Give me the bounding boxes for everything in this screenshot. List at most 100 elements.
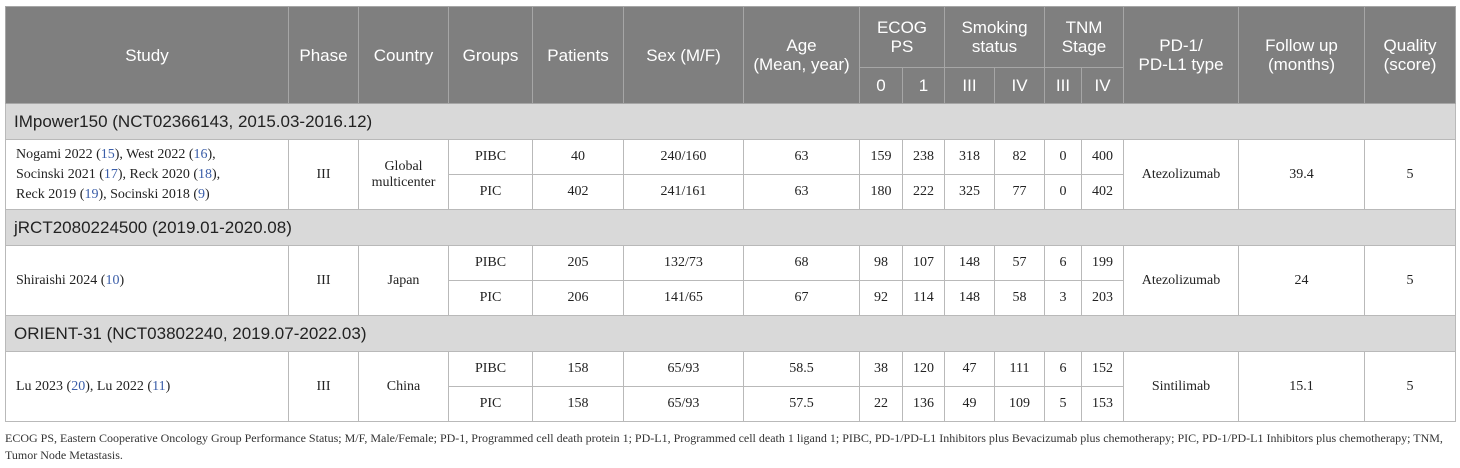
ecog-0-cell: 180	[859, 174, 903, 210]
header-study: Study	[5, 6, 289, 104]
table-header: Study Phase Country Groups Patients Sex …	[5, 6, 1457, 104]
age-cell: 68	[743, 245, 860, 281]
smoking-iii-cell: 148	[944, 245, 995, 281]
table-wrapper: Study Phase Country Groups Patients Sex …	[4, 6, 1457, 422]
patients-cell: 206	[532, 280, 624, 316]
tnm-iv-cell: 402	[1081, 174, 1125, 210]
country-cell: Global multicenter	[358, 139, 449, 210]
table-footnote: ECOG PS, Eastern Cooperative Oncology Gr…	[5, 431, 1443, 462]
trial-group-header: jRCT2080224500 (2019.01-2020.08)	[4, 209, 1457, 246]
quality-cell: 5	[1364, 351, 1457, 422]
group-cell: PIBC	[448, 245, 533, 281]
smoking-iii-cell: 148	[944, 280, 995, 316]
sex-cell: 240/160	[623, 139, 744, 175]
header-groups: Groups	[448, 6, 533, 104]
table-row: Nogami 2022 (15), West 2022 (16), Socins…	[5, 139, 1457, 210]
tnm-iii-cell: 6	[1044, 351, 1083, 387]
header-age: Age (Mean, year)	[743, 6, 860, 104]
header-country: Country	[358, 6, 449, 104]
reference-link[interactable]: 19	[84, 186, 99, 202]
age-cell: 67	[743, 280, 860, 316]
phase-cell: III	[288, 351, 359, 422]
tnm-iii-cell: 0	[1044, 174, 1083, 210]
tnm-iii-cell: 6	[1044, 245, 1083, 281]
header-ecog-0: 0	[859, 67, 903, 104]
ecog-0-cell: 159	[859, 139, 903, 175]
study-cell: Shiraishi 2024 (10)	[5, 245, 289, 316]
smoking-iv-cell: 82	[993, 139, 1046, 175]
age-cell: 57.5	[743, 386, 860, 422]
quality-cell: 5	[1364, 245, 1457, 316]
tnm-iv-cell: 199	[1081, 245, 1125, 281]
pd1-type-cell: Atezolizumab	[1123, 245, 1240, 316]
smoking-iii-cell: 47	[944, 351, 995, 387]
header-smoking-iv: IV	[993, 67, 1046, 104]
follow-up-cell: 24	[1238, 245, 1366, 316]
table-row: PIC 158 65/93 57.5 22 136 49 109 5 153	[6, 386, 1456, 422]
ecog-1-cell: 107	[902, 245, 945, 281]
header-patients: Patients	[532, 6, 624, 104]
tnm-iv-cell: 400	[1081, 139, 1125, 175]
header-ecog-1: 1	[902, 67, 945, 104]
ecog-1-cell: 120	[902, 351, 945, 387]
header-tnm: TNM Stage	[1044, 6, 1125, 68]
tnm-iii-cell: 5	[1044, 386, 1083, 422]
patients-cell: 158	[532, 351, 624, 387]
table-row: Shiraishi 2024 (10) III Japan PIBC 205 1…	[5, 245, 1457, 316]
header-smoking: Smoking status	[943, 6, 1046, 68]
patients-cell: 402	[532, 174, 624, 210]
age-cell: 58.5	[743, 351, 860, 387]
smoking-iii-cell: 325	[944, 174, 995, 210]
sex-cell: 132/73	[623, 245, 744, 281]
smoking-iv-cell: 58	[993, 280, 1046, 316]
tnm-iv-cell: 152	[1081, 351, 1125, 387]
phase-cell: III	[288, 245, 359, 316]
header-pd1-type: PD-1/PD-L1 type	[1123, 6, 1240, 104]
follow-up-cell: 39.4	[1238, 139, 1366, 210]
reference-link[interactable]: 10	[105, 272, 120, 288]
follow-up-cell: 15.1	[1238, 351, 1366, 422]
reference-link[interactable]: 16	[193, 146, 208, 162]
tnm-iii-cell: 3	[1044, 280, 1083, 316]
sex-cell: 141/65	[623, 280, 744, 316]
group-cell: PIBC	[448, 139, 533, 175]
header-tnm-iii: III	[1044, 67, 1083, 104]
ecog-1-cell: 222	[902, 174, 945, 210]
header-tnm-iv: IV	[1081, 67, 1125, 104]
group-cell: PIBC	[448, 351, 533, 387]
reference-link[interactable]: 9	[198, 186, 205, 202]
smoking-iv-cell: 111	[993, 351, 1046, 387]
header-ecog: ECOG PS	[859, 6, 945, 68]
sex-cell: 241/161	[623, 174, 744, 210]
group-cell: PIC	[448, 174, 533, 210]
age-cell: 63	[743, 139, 860, 175]
quality-cell: 5	[1364, 139, 1457, 210]
study-cell: Nogami 2022 (15), West 2022 (16), Socins…	[5, 139, 289, 210]
reference-link[interactable]: 15	[100, 146, 115, 162]
pd1-type-cell: Atezolizumab	[1123, 139, 1240, 210]
table-row: PIC 402 241/161 63 180 222 325 77 0 402	[6, 174, 1456, 210]
country-cell: China	[358, 351, 449, 422]
smoking-iv-cell: 109	[993, 386, 1046, 422]
ecog-0-cell: 38	[859, 351, 903, 387]
group-cell: PIC	[448, 280, 533, 316]
patients-cell: 205	[532, 245, 624, 281]
table-body: IMpower150 (NCT02366143, 2015.03-2016.12…	[4, 103, 1457, 422]
trial-group-header: ORIENT-31 (NCT03802240, 2019.07-2022.03)	[4, 315, 1457, 352]
smoking-iv-cell: 77	[993, 174, 1046, 210]
tnm-iv-cell: 153	[1081, 386, 1125, 422]
header-phase: Phase	[288, 6, 359, 104]
ecog-1-cell: 238	[902, 139, 945, 175]
tnm-iv-cell: 203	[1081, 280, 1125, 316]
ecog-1-cell: 136	[902, 386, 945, 422]
ecog-0-cell: 92	[859, 280, 903, 316]
header-quality: Quality (score)	[1364, 6, 1457, 104]
reference-link[interactable]: 18	[197, 166, 212, 182]
reference-link[interactable]: 17	[103, 166, 118, 182]
phase-cell: III	[288, 139, 359, 210]
ecog-1-cell: 114	[902, 280, 945, 316]
reference-link[interactable]: 20	[71, 378, 86, 394]
ecog-0-cell: 22	[859, 386, 903, 422]
table-row: Lu 2023 (20), Lu 2022 (11) III China PIB…	[5, 351, 1457, 422]
reference-link[interactable]: 11	[152, 378, 166, 394]
